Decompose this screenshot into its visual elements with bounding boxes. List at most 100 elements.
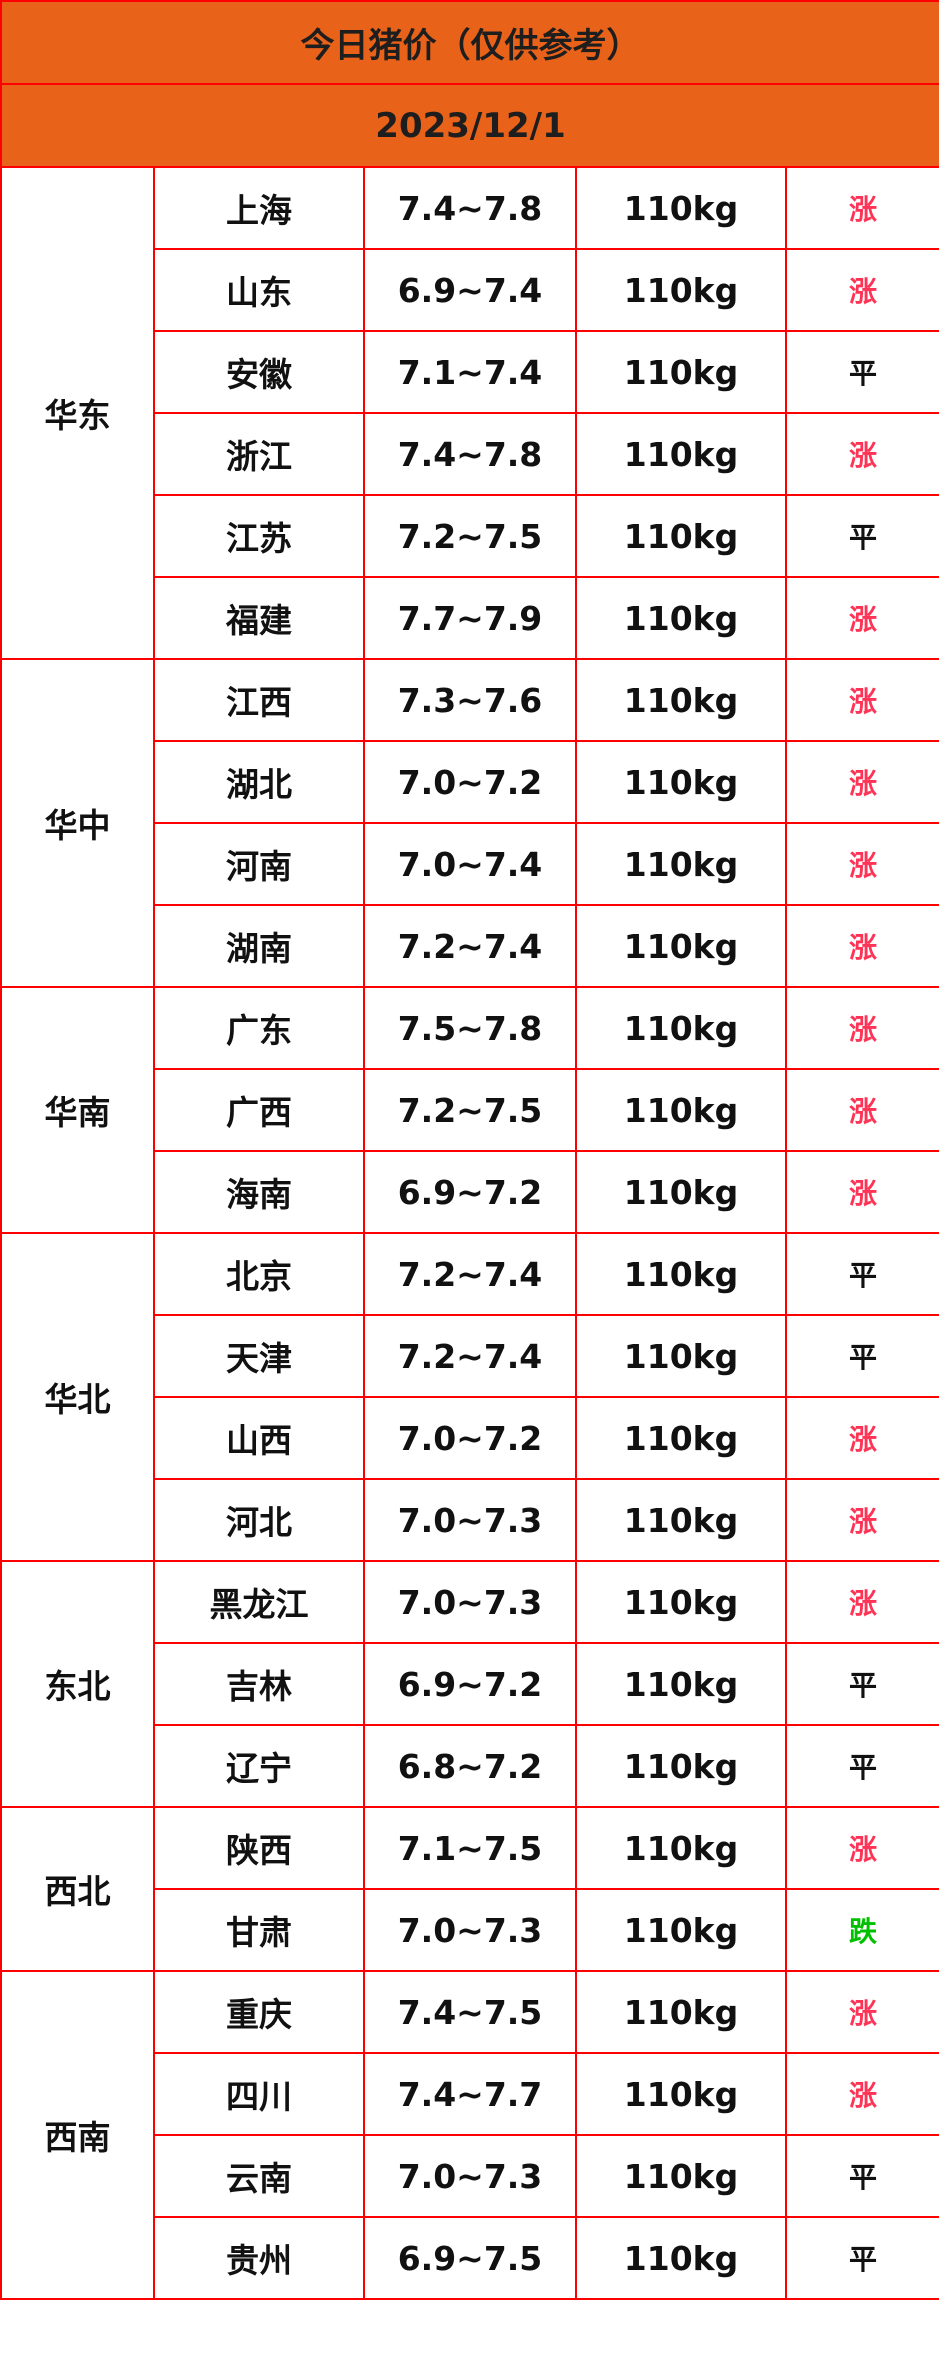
province-cell: 重庆 [153,1970,365,2054]
price-cell: 6.9~7.4 [363,248,577,332]
table-row: 湖南 7.2~7.4 110kg 涨 [1,904,939,988]
price-cell: 6.9~7.5 [363,2216,577,2300]
weight-cell: 110kg [575,986,787,1070]
region-cell: 华南 [0,986,155,1234]
trend-cell: 平 [784,1314,939,1398]
table-row: 贵州 6.9~7.5 110kg 平 [1,2216,939,2300]
province-cell: 海南 [153,1150,365,1234]
province-cell: 广东 [153,986,365,1070]
weight-cell: 110kg [575,1888,787,1972]
trend-cell: 涨 [784,2052,939,2136]
table-row: 华南 广东 7.5~7.8 110kg 涨 [0,986,939,1234]
price-cell: 7.0~7.2 [363,740,577,824]
weight-cell: 110kg [575,822,787,906]
weight-cell: 110kg [575,658,787,742]
table-row: 广西 7.2~7.5 110kg 涨 [1,1068,939,1152]
table-row: 福建 7.7~7.9 110kg 涨 [1,576,939,660]
weight-cell: 110kg [575,904,787,988]
region-cell: 华北 [0,1232,155,1562]
table-row: 河南 7.0~7.4 110kg 涨 [1,822,939,906]
table-row: 西北 陕西 7.1~7.5 110kg 涨 [0,1806,939,1972]
price-cell: 6.9~7.2 [363,1150,577,1234]
table-title: 今日猪价（仅供参考） [0,0,939,85]
trend-cell: 涨 [784,248,939,332]
trend-cell: 涨 [784,904,939,988]
trend-cell: 涨 [784,1806,939,1890]
trend-cell: 涨 [784,412,939,496]
province-cell: 吉林 [153,1642,365,1726]
trend-cell: 涨 [784,1068,939,1152]
region-cell: 华中 [0,658,155,988]
province-cell: 江苏 [153,494,365,578]
trend-cell: 平 [784,1724,939,1808]
province-cell: 河南 [153,822,365,906]
trend-cell: 跌 [784,1888,939,1972]
price-cell: 7.2~7.5 [363,1068,577,1152]
weight-cell: 110kg [575,2216,787,2300]
price-cell: 7.0~7.2 [363,1396,577,1480]
pig-price-table: 今日猪价（仅供参考） 2023/12/1 华东 上海 7.4~7.8 110kg 涨山东… [0,0,939,2300]
price-cell: 7.2~7.4 [363,1232,577,1316]
table-row: 华中 江西 7.3~7.6 110kg 涨 [0,658,939,988]
region-cell: 华东 [0,166,155,660]
province-cell: 安徽 [153,330,365,414]
trend-cell: 平 [784,330,939,414]
weight-cell: 110kg [575,2052,787,2136]
trend-cell: 涨 [784,822,939,906]
trend-cell: 涨 [784,576,939,660]
table-row: 云南 7.0~7.3 110kg 平 [1,2134,939,2218]
weight-cell: 110kg [575,2134,787,2218]
price-cell: 7.5~7.8 [363,986,577,1070]
price-cell: 7.2~7.5 [363,494,577,578]
price-cell: 7.4~7.8 [363,166,577,250]
province-cell: 甘肃 [153,1888,365,1972]
table-row: 吉林 6.9~7.2 110kg 平 [1,1642,939,1726]
weight-cell: 110kg [575,1642,787,1726]
table-row: 湖北 7.0~7.2 110kg 涨 [1,740,939,824]
province-cell: 浙江 [153,412,365,496]
weight-cell: 110kg [575,412,787,496]
price-cell: 7.3~7.6 [363,658,577,742]
price-cell: 7.4~7.5 [363,1970,577,2054]
table-row: 河北 7.0~7.3 110kg 涨 [1,1478,939,1562]
province-cell: 湖北 [153,740,365,824]
province-cell: 云南 [153,2134,365,2218]
trend-cell: 涨 [784,986,939,1070]
trend-cell: 涨 [784,1478,939,1562]
province-cell: 广西 [153,1068,365,1152]
weight-cell: 110kg [575,330,787,414]
weight-cell: 110kg [575,740,787,824]
weight-cell: 110kg [575,1806,787,1890]
price-cell: 7.4~7.7 [363,2052,577,2136]
price-cell: 6.9~7.2 [363,1642,577,1726]
province-cell: 上海 [153,166,365,250]
weight-cell: 110kg [575,1314,787,1398]
table-row: 天津 7.2~7.4 110kg 平 [1,1314,939,1398]
province-cell: 福建 [153,576,365,660]
trend-cell: 涨 [784,166,939,250]
trend-cell: 涨 [784,1560,939,1644]
price-cell: 7.1~7.5 [363,1806,577,1890]
trend-cell: 涨 [784,740,939,824]
weight-cell: 110kg [575,1478,787,1562]
weight-cell: 110kg [575,1970,787,2054]
province-cell: 黑龙江 [153,1560,365,1644]
price-cell: 7.0~7.3 [363,2134,577,2218]
price-cell: 7.1~7.4 [363,330,577,414]
weight-cell: 110kg [575,248,787,332]
price-cell: 7.0~7.3 [363,1478,577,1562]
table-row: 山东 6.9~7.4 110kg 涨 [1,248,939,332]
province-cell: 江西 [153,658,365,742]
table-row: 四川 7.4~7.7 110kg 涨 [1,2052,939,2136]
price-cell: 7.2~7.4 [363,904,577,988]
province-cell: 辽宁 [153,1724,365,1808]
weight-cell: 110kg [575,166,787,250]
weight-cell: 110kg [575,576,787,660]
price-cell: 7.0~7.3 [363,1560,577,1644]
table-row: 浙江 7.4~7.8 110kg 涨 [1,412,939,496]
trend-cell: 涨 [784,1396,939,1480]
province-cell: 山西 [153,1396,365,1480]
table-row: 安徽 7.1~7.4 110kg 平 [1,330,939,414]
table-row: 辽宁 6.8~7.2 110kg 平 [1,1724,939,1808]
table-row: 江苏 7.2~7.5 110kg 平 [1,494,939,578]
